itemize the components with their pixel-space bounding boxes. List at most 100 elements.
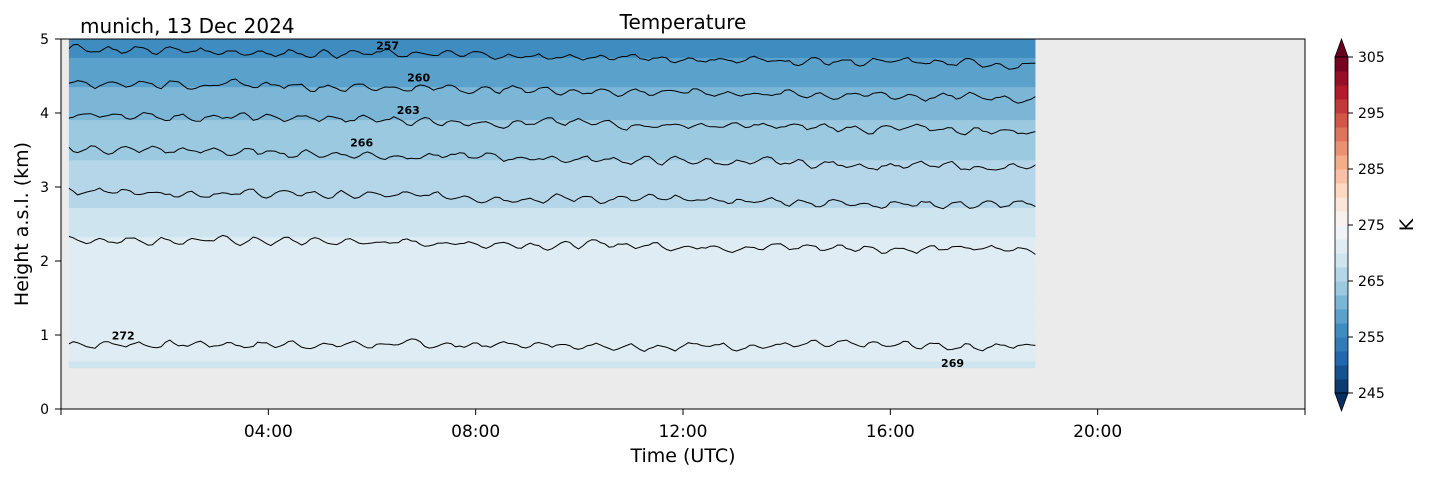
field-strip xyxy=(68,247,1036,252)
contour-line-272 xyxy=(68,338,1036,352)
y-tick-label: 4 xyxy=(40,106,49,122)
field-strip xyxy=(68,306,1036,311)
colorbar-segment xyxy=(1335,267,1348,282)
field-strip xyxy=(68,251,1036,256)
field-strip xyxy=(68,101,1036,106)
colorbar-tick-label: 285 xyxy=(1358,162,1385,178)
y-tick-label: 0 xyxy=(40,402,49,418)
contour-label-272: 272 xyxy=(112,330,135,343)
field-strip xyxy=(68,342,1036,347)
field-strip xyxy=(68,82,1036,88)
field-strip xyxy=(68,254,1036,260)
field-strip xyxy=(68,265,1036,271)
field-strip xyxy=(68,68,1036,73)
contour-line-260 xyxy=(68,78,1036,104)
colorbar-tick-label: 245 xyxy=(1358,386,1385,402)
field-strip xyxy=(68,86,1036,91)
colorbar-segment xyxy=(1335,253,1348,268)
field-strip xyxy=(68,159,1036,165)
x-axis: 04:00 08:00 12:00 16:00 20:00 xyxy=(60,409,1306,442)
contour-label-263: 263 xyxy=(397,104,420,117)
colorbar-segment xyxy=(1335,281,1348,296)
field-strip xyxy=(68,291,1036,296)
colorbar-segment xyxy=(1335,127,1348,142)
y-axis: 0 1 2 3 4 5 xyxy=(40,32,61,418)
field-strip xyxy=(68,258,1036,263)
field-strip xyxy=(68,331,1036,336)
field-strip xyxy=(68,123,1036,128)
chart-subtitle: munich, 13 Dec 2024 xyxy=(80,14,295,38)
field-strip xyxy=(68,134,1036,139)
colorbar-segment xyxy=(1335,295,1348,310)
colorbar-segment xyxy=(1335,365,1348,380)
chart-title: Temperature xyxy=(619,10,747,34)
contour-label-260: 260 xyxy=(407,71,430,84)
x-tick-label: 08:00 xyxy=(451,422,500,442)
field-strip xyxy=(68,137,1036,143)
colorbar-segment xyxy=(1335,309,1348,324)
colorbar-segment xyxy=(1335,211,1348,226)
field-strip xyxy=(68,364,1036,369)
field-strip xyxy=(68,317,1036,322)
colorbar-tick-label: 265 xyxy=(1358,274,1385,290)
field-strip xyxy=(68,60,1036,66)
field-strip xyxy=(68,207,1036,212)
field-strip xyxy=(68,75,1036,80)
field-strip xyxy=(68,126,1036,132)
field-strip xyxy=(68,298,1036,304)
field-strip xyxy=(68,309,1036,315)
contour-label-266: 266 xyxy=(350,137,373,150)
contour-label-269: 269 xyxy=(941,357,964,370)
colorbar: 245 255 265 275 285 295 305 xyxy=(1334,37,1385,413)
colorbar-segment xyxy=(1335,71,1348,86)
field-strip xyxy=(68,174,1036,179)
field-strip xyxy=(68,243,1036,249)
y-tick-label: 3 xyxy=(40,180,49,196)
colorbar-segment xyxy=(1335,323,1348,338)
colorbar-segment xyxy=(1335,141,1348,156)
field-strip xyxy=(68,49,1036,55)
colorbar-segment xyxy=(1335,57,1348,72)
field-strip xyxy=(68,152,1036,157)
field-strip xyxy=(68,93,1036,99)
colorbar-tick-label: 275 xyxy=(1358,218,1385,234)
field-strip xyxy=(68,79,1036,84)
x-tick-label: 04:00 xyxy=(244,422,293,442)
field-strip xyxy=(68,357,1036,362)
field-strip xyxy=(68,360,1036,366)
field-strip xyxy=(68,145,1036,150)
colorbar-segment xyxy=(1335,337,1348,352)
colorbar-segment xyxy=(1335,379,1348,394)
field-strip xyxy=(68,276,1036,282)
colorbar-segment xyxy=(1335,113,1348,128)
contour-line-257 xyxy=(68,43,1036,70)
field-strip xyxy=(68,97,1036,102)
colorbar-segment xyxy=(1335,239,1348,254)
field-strip xyxy=(68,39,1036,44)
field-strip xyxy=(68,181,1036,186)
field-strip xyxy=(68,295,1036,300)
field-strip xyxy=(68,335,1036,340)
field-strip xyxy=(68,141,1036,146)
colorbar-label: K xyxy=(1396,218,1418,231)
field-strip xyxy=(68,156,1036,161)
field-strip xyxy=(68,196,1036,201)
field-strip xyxy=(68,218,1036,223)
field-strip xyxy=(68,236,1036,241)
field-strip xyxy=(68,346,1036,351)
field-strip xyxy=(68,130,1036,135)
y-tick-label: 1 xyxy=(40,328,49,344)
field-strip xyxy=(68,328,1036,333)
field-strip xyxy=(68,269,1036,274)
field-strip xyxy=(68,280,1036,285)
field-strip xyxy=(68,112,1036,117)
field-strip xyxy=(68,210,1036,216)
field-strip xyxy=(68,324,1036,329)
field-strip xyxy=(68,71,1036,77)
field-strip xyxy=(68,320,1036,325)
colorbar-tick-label: 305 xyxy=(1358,50,1385,66)
contour-lines xyxy=(68,43,1036,352)
field-strip xyxy=(68,313,1036,318)
colorbar-tick-label: 295 xyxy=(1358,106,1385,122)
field-strip xyxy=(68,119,1036,124)
